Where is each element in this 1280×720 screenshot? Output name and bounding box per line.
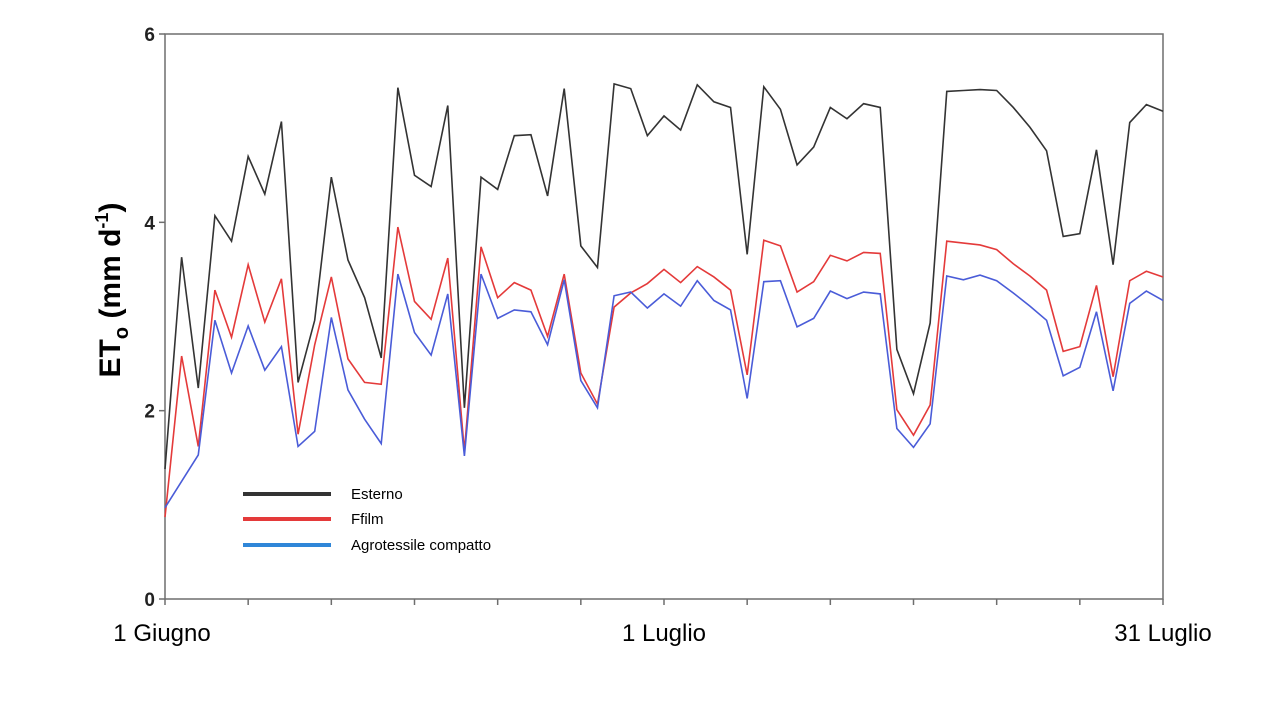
y-tick-label: 6 bbox=[144, 25, 155, 46]
series-line-agrotessile-compatto bbox=[164, 273, 1164, 509]
y-axis-title-unit-open: (mm d bbox=[94, 229, 127, 327]
y-axis-title-sup: -1 bbox=[92, 213, 112, 229]
x-tick-label: 1 Luglio bbox=[622, 620, 706, 647]
legend-label: Agrotessile compatto bbox=[351, 537, 491, 554]
y-axis-title-unit-close: ) bbox=[94, 203, 127, 213]
x-tick-label: 31 Luglio bbox=[1114, 620, 1211, 647]
plot-frame bbox=[164, 33, 1164, 600]
x-axis: 1 Giugno 1 Luglio 31 Luglio bbox=[113, 599, 1212, 647]
y-axis-title: ETo (mm d-1) bbox=[92, 203, 133, 378]
x-tick-label: 1 Giugno bbox=[113, 620, 210, 647]
series-line-esterno bbox=[164, 82, 1164, 470]
y-axis-title-main: ET bbox=[94, 339, 127, 377]
y-axis: 0 2 4 6 bbox=[144, 25, 165, 611]
y-tick-label: 4 bbox=[144, 213, 155, 234]
y-tick-label: 2 bbox=[144, 402, 155, 423]
series-line-ffilm bbox=[164, 226, 1164, 518]
y-axis-title-sub: o bbox=[111, 327, 133, 339]
y-tick-label: 0 bbox=[144, 590, 155, 611]
series-layer bbox=[164, 82, 1164, 518]
legend-label: Ffilm bbox=[351, 511, 384, 528]
legend: Esterno Ffilm Agrotessile compatto bbox=[243, 486, 491, 554]
legend-label: Esterno bbox=[351, 486, 403, 503]
